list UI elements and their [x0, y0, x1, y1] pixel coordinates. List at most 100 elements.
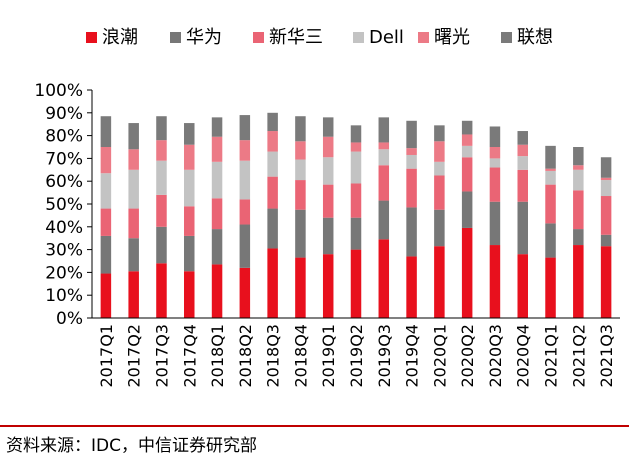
bar-segment [434, 175, 445, 210]
stacked-bar-chart: 浪潮 华为 新华三 Dell 曙光 联想 0% 10% 20%30% 40% 50% 60% 70%8… [34, 27, 620, 388]
bar-segment [239, 160, 251, 200]
x-tick-label: 2021Q3 [597, 324, 616, 388]
bar-segment [100, 116, 112, 147]
bar-segment [350, 217, 362, 250]
x-tick-label: 2020Q4 [514, 324, 533, 388]
x-tick-label: 2019Q4 [403, 324, 422, 388]
bar-segment [211, 264, 223, 318]
bar-segment [128, 238, 139, 272]
legend-swatch [353, 32, 364, 43]
bar-segment [322, 157, 334, 185]
legend-swatch [86, 32, 97, 43]
bar-segment [184, 144, 195, 170]
bar-segment [406, 120, 417, 149]
bar-segment [378, 165, 390, 201]
bar-segment [545, 257, 556, 318]
x-tick-label: 2017Q2 [125, 324, 144, 388]
x-tick-label: 2019Q2 [347, 324, 366, 388]
bar-segment [489, 167, 501, 202]
x-tick-label: 2021Q2 [569, 324, 588, 388]
bar-segment [128, 169, 139, 209]
bar-segment [517, 169, 528, 202]
y-axis: 0% 10% 20%30% 40% 50% 60% 70%80% 90% 100% [34, 81, 93, 329]
bar-segment [378, 200, 390, 240]
bar-segment [322, 117, 334, 137]
legend-swatch [418, 32, 429, 43]
bar-segment [573, 229, 584, 246]
bar-segment [600, 196, 612, 235]
x-tick-label: 2018Q2 [236, 324, 255, 388]
bar-segment [600, 180, 612, 197]
bar-segment [211, 198, 223, 230]
bar-segment [322, 217, 334, 255]
bar-segment [489, 245, 501, 318]
bar-segment [461, 120, 473, 135]
x-tick-label: 2020Q1 [430, 324, 449, 388]
bar-segment [461, 227, 473, 318]
bar-segment [267, 248, 278, 318]
source-divider [0, 425, 629, 427]
y-tick-label: 90% [45, 104, 83, 124]
legend-label: 新华三 [269, 27, 323, 48]
bars [100, 112, 612, 318]
y-tick-label: 50% [45, 195, 83, 215]
y-tick-label: 100% [34, 81, 83, 101]
bar-segment [406, 154, 417, 169]
legend-label: 浪潮 [102, 27, 138, 48]
bar-segment [545, 184, 556, 224]
bar-segment [239, 115, 251, 141]
bar-segment [545, 145, 556, 169]
bar-segment [600, 234, 612, 247]
y-tick-label: 10% [45, 286, 83, 306]
x-tick-label: 2017Q4 [180, 324, 199, 388]
y-tick-label: 70% [45, 149, 83, 169]
bar-segment [211, 117, 223, 137]
bar-segment [434, 161, 445, 176]
bar-segment [322, 136, 334, 158]
bar-segment [573, 190, 584, 230]
bar-segment [489, 201, 501, 246]
bar-segment [156, 116, 167, 141]
bar-segment [295, 180, 306, 210]
bar-segment [434, 209, 445, 247]
bar-segment [100, 173, 112, 209]
bar-segment [239, 224, 251, 268]
bar-segment [184, 123, 195, 145]
bar-segment [100, 208, 112, 236]
bar-segment [211, 229, 223, 265]
x-tick-label: 2018Q3 [264, 324, 283, 388]
bar-segment [156, 226, 167, 264]
bar-segment [378, 117, 390, 143]
bar-segment [378, 239, 390, 318]
bar-segment [100, 235, 112, 274]
bar-segment [489, 158, 501, 168]
bar-segment [517, 156, 528, 170]
bar-segment [461, 191, 473, 228]
bar-segment [156, 140, 167, 161]
bar-segment [517, 144, 528, 157]
bar-segment [322, 254, 334, 318]
bar-segment [322, 184, 334, 218]
bar-segment [350, 125, 362, 143]
x-tick-label: 2021Q1 [542, 324, 561, 388]
y-tick-label: 60% [45, 172, 83, 192]
bar-segment [267, 208, 278, 249]
bar-segment [267, 112, 278, 132]
legend-label: Dell [369, 27, 404, 48]
bar-segment [184, 235, 195, 272]
bar-segment [461, 134, 473, 146]
bar-segment [211, 161, 223, 199]
x-tick-label: 2017Q1 [97, 324, 116, 388]
bar-segment [295, 141, 306, 160]
x-axis: 2017Q1 2017Q2 2017Q3 2017Q4 2018Q1 2018Q2 2018… [92, 317, 620, 388]
bar-segment [211, 136, 223, 162]
bar-segment [295, 159, 306, 181]
bar-segment [406, 148, 417, 155]
bar-segment [573, 147, 584, 166]
bar-segment [184, 169, 195, 207]
x-tick-label: 2017Q3 [152, 324, 171, 388]
bar-segment [434, 125, 445, 142]
bar-segment [128, 149, 139, 170]
bar-segment [239, 199, 251, 225]
y-tick-label: 80% [45, 127, 83, 147]
